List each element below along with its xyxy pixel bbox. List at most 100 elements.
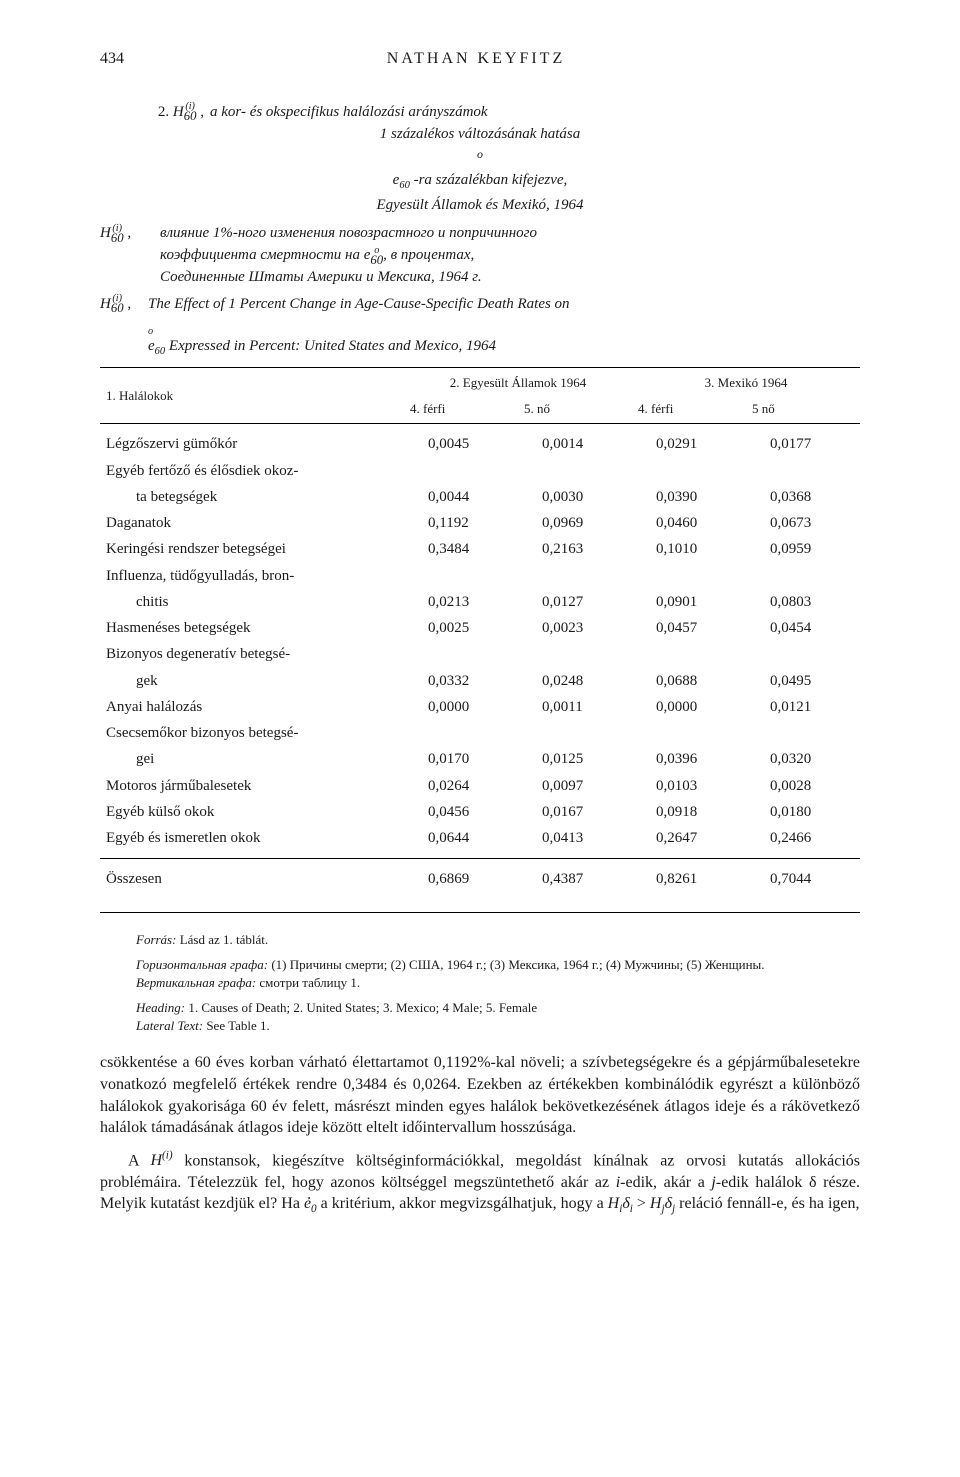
table-row: Egyéb külső okok0,04560,01670,09180,0180 [100, 799, 860, 825]
data-table: 1. Halálokok 2. Egyesült Államok 1964 3.… [100, 367, 860, 899]
cell-value: 0,0969 [518, 510, 632, 536]
row-label: Légzőszervi gümőkór [100, 424, 404, 458]
cell-value: 0,1192 [404, 510, 518, 536]
row-label: Hasmenéses betegségek [100, 615, 404, 641]
cell-value: 0,0011 [518, 694, 632, 720]
cell-value: 0,0170 [404, 746, 518, 772]
fn-ru-row: (1) Причины смерти; (2) США, 1964 г.; (3… [271, 957, 764, 972]
cell-value: 0,0320 [746, 746, 860, 772]
body-p1: csökkentése a 60 éves korban várható éle… [100, 1052, 860, 1138]
caption-en: H(i)60 , The Effect of 1 Percent Change … [100, 294, 860, 360]
table-row: chitis0,02130,01270,09010,0803 [100, 589, 860, 615]
cell-value [518, 641, 632, 667]
table-row: Egyéb és ismeretlen okok0,06440,04130,26… [100, 825, 860, 859]
row-label: gek [100, 668, 404, 694]
body-p2: A H(i) konstansok, kiegészítve költségin… [100, 1149, 860, 1218]
total-value: 0,8261 [632, 859, 746, 900]
cell-value: 0,0644 [404, 825, 518, 859]
col-header-1: 1. Halálokok [100, 368, 404, 424]
table-row: Daganatok0,11920,09690,04600,0673 [100, 510, 860, 536]
col-header-5: 5. nő [518, 396, 632, 424]
cell-value: 0,0121 [746, 694, 860, 720]
cell-value [518, 458, 632, 484]
cell-value [746, 720, 860, 746]
cell-value: 0,0959 [746, 536, 860, 562]
page-number: 434 [100, 48, 124, 70]
cell-value: 0,0264 [404, 773, 518, 799]
caption-en-line2: Expressed in Percent: United States and … [169, 338, 496, 354]
page-header: 434 NATHAN KEYFITZ [100, 48, 860, 70]
cell-value: 0,0177 [746, 424, 860, 458]
row-label: Bizonyos degeneratív betegsé- [100, 641, 404, 667]
cell-value [746, 641, 860, 667]
cell-value: 0,0368 [746, 484, 860, 510]
cell-value: 0,0167 [518, 799, 632, 825]
caption-hu-line1: a kor- és okspecifikus halálozási aránys… [210, 102, 488, 123]
caption-en-line1: The Effect of 1 Percent Change in Age-Ca… [148, 294, 570, 315]
caption-ru-line1: влияние 1%-ного изменения повозрастного … [160, 223, 537, 244]
caption-hu: 2. H(i)60 , a kor- és okspecifikus halál… [100, 102, 860, 216]
cell-value: 0,0045 [404, 424, 518, 458]
row-label: Daganatok [100, 510, 404, 536]
cell-value [518, 563, 632, 589]
caption-ru: H(i)60 , влияние 1%-ного изменения повоз… [100, 223, 860, 287]
caption-hu-line2: 1 százalékos változásának hatása [100, 124, 860, 144]
col-header-4: 4. férfi [404, 396, 518, 424]
cell-value: 0,0025 [404, 615, 518, 641]
row-label: Egyéb és ismeretlen okok [100, 825, 404, 859]
cell-value [746, 458, 860, 484]
cell-value: 0,2647 [632, 825, 746, 859]
cell-value: 0,0028 [746, 773, 860, 799]
cell-value: 0,0103 [632, 773, 746, 799]
cell-value [632, 641, 746, 667]
cell-value [404, 720, 518, 746]
cell-value: 0,0396 [632, 746, 746, 772]
row-label: ta betegségek [100, 484, 404, 510]
row-label: Egyéb fertőző és élősdiek okoz- [100, 458, 404, 484]
total-value: 0,7044 [746, 859, 860, 900]
total-value: 0,4387 [518, 859, 632, 900]
total-value: 0,6869 [404, 859, 518, 900]
row-label: Keringési rendszer betegségei [100, 536, 404, 562]
cell-value: 0,0213 [404, 589, 518, 615]
cell-value: 0,0000 [632, 694, 746, 720]
cell-value [632, 458, 746, 484]
table-row: Csecsemőkor bizonyos betegsé- [100, 720, 860, 746]
source-label: Forrás: [136, 932, 176, 947]
cell-value: 0,0023 [518, 615, 632, 641]
fn-en-lateral: See Table 1. [206, 1018, 269, 1033]
table-row: gek0,03320,02480,06880,0495 [100, 668, 860, 694]
cell-value: 0,0332 [404, 668, 518, 694]
cell-value [404, 563, 518, 589]
cell-value: 0,0291 [632, 424, 746, 458]
table-row: ta betegségek0,00440,00300,03900,0368 [100, 484, 860, 510]
cell-value [632, 563, 746, 589]
table-row: Motoros járműbalesetek0,02640,00970,0103… [100, 773, 860, 799]
fn-en-heading: 1. Causes of Death; 2. United States; 3.… [188, 1000, 537, 1015]
cell-value: 0,0097 [518, 773, 632, 799]
cell-value: 0,1010 [632, 536, 746, 562]
cell-value [632, 720, 746, 746]
table-row: Egyéb fertőző és élősdiek okoz- [100, 458, 860, 484]
row-label: gei [100, 746, 404, 772]
cell-value: 0,0390 [632, 484, 746, 510]
caption-hu-line3: -ra százalékban kifejezve, [414, 172, 568, 188]
cell-value: 0,0000 [404, 694, 518, 720]
cell-value: 0,0014 [518, 424, 632, 458]
col-group-us: 2. Egyesült Államok 1964 [404, 368, 632, 396]
cell-value: 0,0457 [632, 615, 746, 641]
cell-value: 0,2163 [518, 536, 632, 562]
cell-value [404, 458, 518, 484]
table-row: Hasmenéses betegségek0,00250,00230,04570… [100, 615, 860, 641]
row-label: chitis [100, 589, 404, 615]
row-label: Csecsemőkor bizonyos betegsé- [100, 720, 404, 746]
total-label: Összesen [100, 859, 404, 900]
body-text: csökkentése a 60 éves korban várható éle… [100, 1052, 860, 1217]
table-row: Légzőszervi gümőkór0,00450,00140,02910,0… [100, 424, 860, 458]
fn-ru-col: смотри таблицу 1. [259, 975, 360, 990]
caption-hu-formula: H [173, 104, 184, 120]
table-row: Bizonyos degeneratív betegsé- [100, 641, 860, 667]
cell-value: 0,0688 [632, 668, 746, 694]
cell-value: 0,0413 [518, 825, 632, 859]
cell-value: 0,2466 [746, 825, 860, 859]
